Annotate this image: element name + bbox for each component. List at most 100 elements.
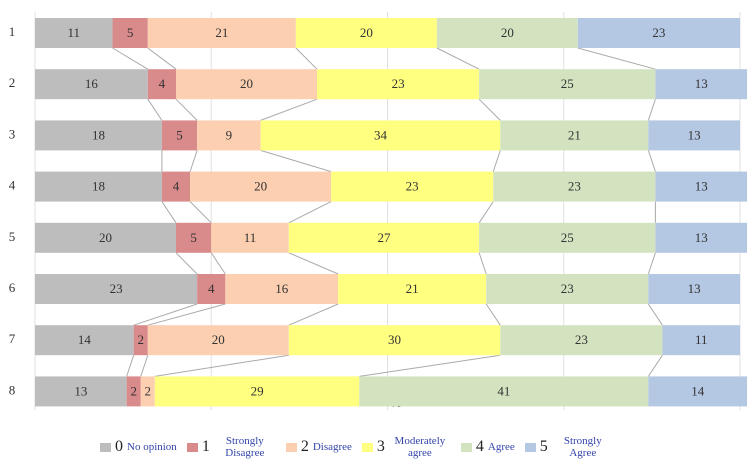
bar-segment (35, 376, 127, 407)
connector (288, 252, 339, 275)
bar-segment (317, 69, 480, 100)
bar-segment (154, 376, 360, 407)
data-label: 13 (688, 127, 701, 142)
data-label: 5 (176, 127, 183, 142)
data-label: 9 (226, 127, 233, 142)
bar-segment (35, 171, 162, 202)
connector (478, 252, 487, 275)
data-label: 23 (575, 332, 588, 347)
data-label: 14 (78, 332, 92, 347)
data-label: 13 (74, 383, 87, 398)
legend-label: Strongly Disagree (225, 435, 265, 459)
bar-segment (288, 325, 501, 356)
connectors (112, 47, 663, 377)
data-label: 13 (688, 281, 701, 296)
data-label: 4 (173, 179, 180, 194)
bar-segment (493, 171, 656, 202)
bar-segment (133, 325, 148, 356)
y-tick-label: 4 (9, 178, 16, 193)
data-label: 20 (501, 25, 514, 40)
bar-segment (225, 274, 339, 304)
y-tick-label: 3 (9, 126, 16, 141)
data-label: 2 (145, 383, 152, 398)
connector (647, 99, 656, 121)
bar-segment (112, 18, 148, 48)
data-label: 23 (568, 179, 581, 194)
legend-swatch (186, 442, 198, 452)
bar-segment (140, 376, 155, 407)
bar-segment (161, 120, 198, 151)
data-label: 5 (127, 25, 134, 40)
legend-code: 1 (201, 438, 210, 455)
bar-segment (147, 325, 289, 356)
data-label: 2 (130, 383, 137, 398)
legend-item: 4 Agree (460, 438, 515, 456)
connector (647, 303, 663, 326)
bar-segment (147, 69, 176, 100)
data-label: 23 (406, 179, 419, 194)
connector (210, 252, 226, 275)
connector (288, 303, 339, 326)
legend-code: 4 (475, 438, 484, 455)
connector (175, 252, 198, 275)
connector (485, 303, 501, 326)
data-label: 18 (92, 179, 105, 194)
bar-segment (648, 120, 740, 151)
legend: 0 No opinion 1 Strongly Disagree 2 Disagree 3 M… (100, 432, 740, 462)
connector (112, 47, 149, 70)
bar-segment (331, 171, 494, 202)
legend-item: 5 Strongly Agree (524, 435, 614, 459)
bar-segment (197, 120, 261, 151)
data-label: 14 (691, 383, 705, 398)
y-tick-label: 6 (9, 280, 16, 295)
data-label: 25 (561, 230, 574, 245)
data-label: 27 (377, 230, 391, 245)
connector (478, 201, 494, 224)
connector (478, 98, 501, 121)
bar-segment (126, 376, 141, 407)
data-label: 13 (695, 230, 708, 245)
bar-segment (655, 171, 748, 202)
y-tick-label: 5 (9, 229, 16, 244)
bar-segment (197, 274, 226, 304)
bar-segment (662, 325, 740, 356)
data-label: 23 (392, 76, 405, 91)
connector (189, 150, 198, 172)
data-label: 21 (568, 127, 581, 142)
data-label: 4 (208, 281, 215, 296)
legend-item: 1 Strongly Disagree (186, 435, 276, 459)
connector (147, 303, 226, 326)
bar-segment (648, 274, 740, 304)
y-tick-label: 1 (9, 24, 16, 39)
data-label: 4 (159, 76, 166, 91)
connector (359, 354, 501, 377)
legend-swatch (285, 442, 297, 452)
data-label: 30 (388, 332, 401, 347)
bar-segment (35, 325, 134, 356)
data-label: 16 (275, 281, 289, 296)
data-label: 34 (374, 127, 388, 142)
bar-segment (176, 222, 212, 253)
bar-segment (35, 69, 148, 100)
connector (288, 201, 332, 224)
bar-segment (35, 274, 198, 304)
bar-segment (190, 171, 332, 202)
data-label: 20 (240, 76, 253, 91)
bar-segment (260, 120, 501, 151)
connector (189, 201, 212, 224)
legend-code: 0 (115, 438, 123, 455)
bar-segment (35, 18, 113, 48)
connector (647, 354, 663, 377)
legend-swatch (100, 442, 111, 452)
legend-code: 5 (539, 438, 548, 455)
legend-swatch (524, 442, 536, 452)
data-label: 11 (695, 332, 708, 347)
bar-segment (295, 18, 437, 48)
legend-code: 3 (376, 438, 385, 455)
bar-segment (35, 120, 162, 151)
data-label: 18 (92, 127, 105, 142)
legend-item: 0 No opinion (100, 438, 177, 456)
legend-label: Strongly Agree (563, 435, 602, 459)
data-label: 21 (215, 25, 228, 40)
